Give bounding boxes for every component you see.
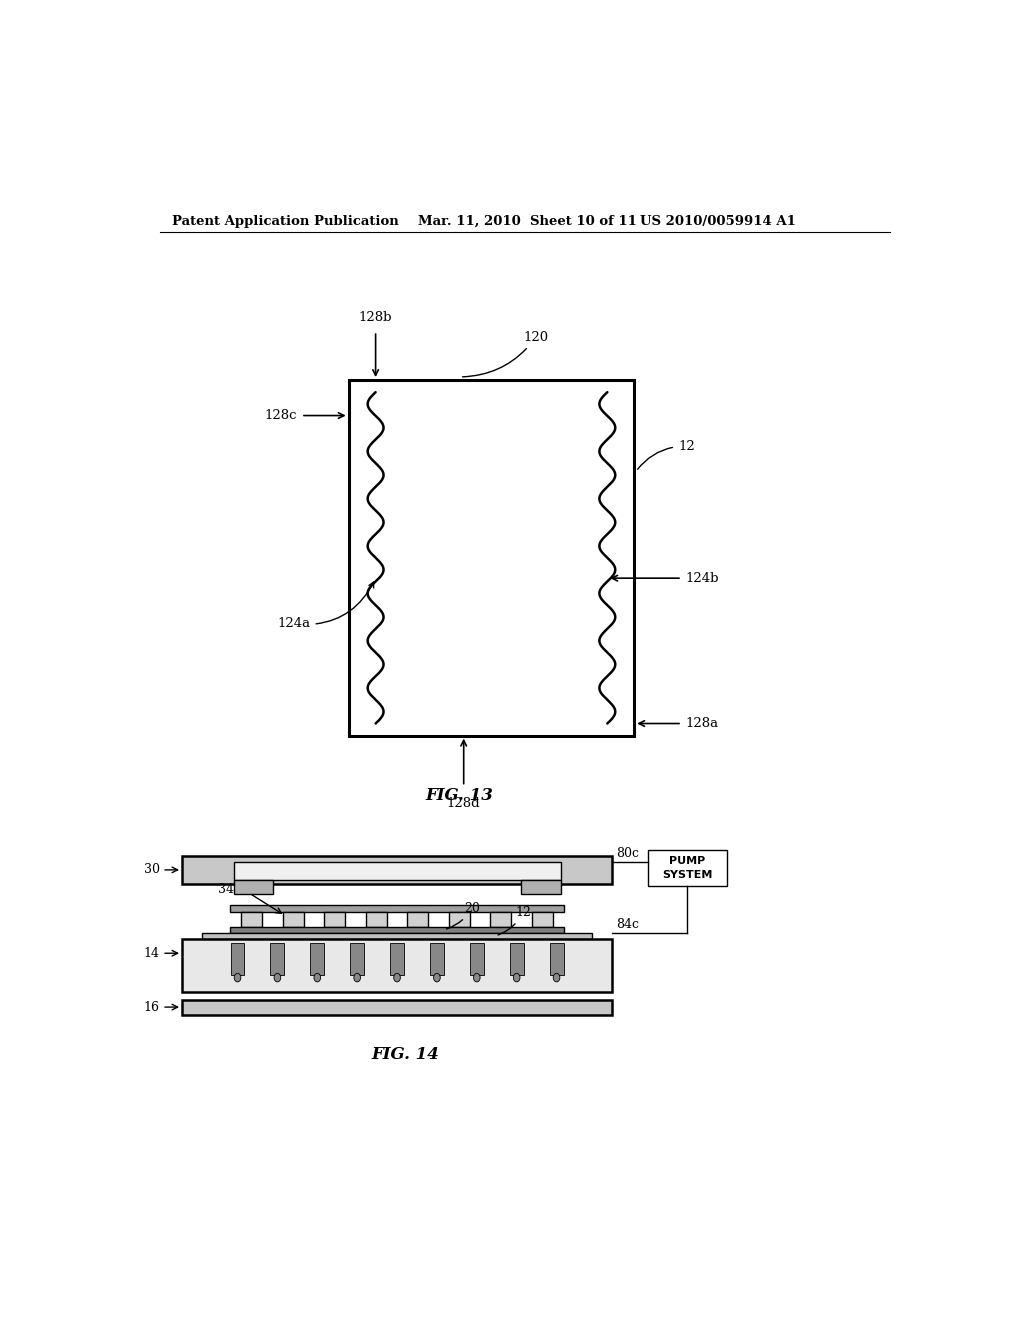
Text: 14: 14 [143, 946, 160, 960]
Text: 128a: 128a [686, 717, 719, 730]
Bar [521, 880, 560, 894]
Bar [283, 912, 304, 927]
Bar [182, 939, 612, 991]
Circle shape [234, 973, 241, 982]
Text: 12: 12 [638, 440, 694, 469]
Bar [182, 1001, 612, 1015]
Bar [490, 912, 511, 927]
Bar [202, 933, 592, 939]
Text: 80c: 80c [616, 847, 639, 861]
Text: FIG. 14: FIG. 14 [372, 1047, 439, 1064]
Bar [230, 942, 245, 974]
Circle shape [314, 973, 321, 982]
Text: Mar. 11, 2010  Sheet 10 of 11: Mar. 11, 2010 Sheet 10 of 11 [418, 215, 637, 228]
Circle shape [513, 973, 520, 982]
Text: FIG. 13: FIG. 13 [426, 787, 494, 804]
Bar [550, 942, 563, 974]
Text: 34: 34 [217, 883, 233, 896]
Text: PUMP: PUMP [670, 855, 706, 866]
Text: 30: 30 [143, 863, 160, 876]
Bar [233, 862, 560, 880]
Text: 120: 120 [463, 331, 548, 376]
Text: 84c: 84c [616, 919, 639, 932]
Bar [348, 380, 634, 735]
Bar [270, 942, 285, 974]
Bar [408, 912, 428, 927]
Text: SYSTEM: SYSTEM [663, 870, 713, 880]
Circle shape [393, 973, 400, 982]
Circle shape [274, 973, 281, 982]
Bar [229, 906, 564, 912]
Circle shape [433, 973, 440, 982]
Text: 124b: 124b [686, 572, 720, 585]
Bar [310, 942, 325, 974]
Bar [510, 942, 523, 974]
Bar [366, 912, 387, 927]
Bar [229, 927, 564, 933]
Text: 128b: 128b [358, 312, 392, 325]
Bar [182, 855, 612, 884]
Circle shape [473, 973, 480, 982]
Circle shape [553, 973, 560, 982]
Bar [449, 912, 470, 927]
Bar [531, 912, 553, 927]
Text: 124a: 124a [278, 582, 374, 631]
Text: Patent Application Publication: Patent Application Publication [172, 215, 398, 228]
Text: 128c: 128c [264, 409, 297, 422]
Bar [430, 942, 443, 974]
Text: US 2010/0059914 A1: US 2010/0059914 A1 [640, 215, 796, 228]
Circle shape [354, 973, 360, 982]
Text: 128d: 128d [446, 797, 480, 809]
Bar [470, 942, 483, 974]
Bar [233, 880, 273, 894]
Text: 16: 16 [143, 1001, 160, 1014]
Bar [648, 850, 727, 886]
Text: 20: 20 [446, 902, 479, 929]
Bar [325, 912, 345, 927]
Bar [242, 912, 262, 927]
Bar [350, 942, 365, 974]
Text: 12: 12 [498, 906, 531, 935]
Bar [390, 942, 404, 974]
